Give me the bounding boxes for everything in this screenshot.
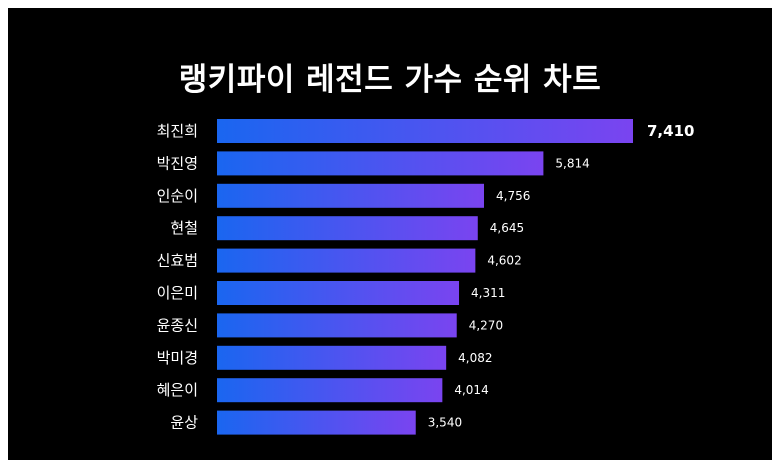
- value-label: 4,756: [496, 189, 530, 203]
- bar: [217, 151, 544, 176]
- bar: [217, 119, 633, 143]
- category-label: 최진희: [157, 122, 198, 140]
- bar: [217, 183, 485, 208]
- value-label: 4,645: [490, 221, 524, 235]
- category-label: 윤상: [170, 414, 198, 432]
- value-label: 5,814: [555, 156, 589, 170]
- category-label: 신효범: [157, 252, 198, 270]
- value-label: 4,270: [469, 318, 503, 332]
- category-label: 박미경: [157, 349, 198, 367]
- bar: [217, 378, 443, 403]
- bar: [217, 410, 416, 435]
- chart-title: 랭키파이 레전드 가수 순위 차트: [178, 62, 602, 98]
- bar: [217, 281, 460, 305]
- category-label: 이은미: [157, 284, 198, 302]
- bar: [217, 345, 447, 370]
- value-label: 4,602: [487, 254, 521, 268]
- bar: [217, 216, 478, 241]
- chart-frame: 랭키파이 레전드 가수 순위 차트 최진희 7,410 박진영 5,814 인순이 4,7…: [8, 8, 772, 460]
- value-label: 4,311: [471, 286, 505, 300]
- category-label: 인순이: [157, 187, 198, 205]
- value-label: 7,410: [647, 122, 694, 140]
- category-label: 윤종신: [157, 316, 198, 334]
- category-label: 현철: [170, 219, 198, 237]
- category-label: 박진영: [157, 154, 198, 172]
- bar: [217, 313, 457, 338]
- category-label: 혜은이: [157, 381, 198, 399]
- bar-chart: 최진희 7,410 박진영 5,814 인순이 4,756 현철 4,645 신효범 4,602 이…: [157, 119, 694, 435]
- bar: [217, 248, 476, 273]
- value-label: 3,540: [428, 416, 462, 430]
- value-label: 4,014: [454, 383, 488, 397]
- value-label: 4,082: [458, 351, 492, 365]
